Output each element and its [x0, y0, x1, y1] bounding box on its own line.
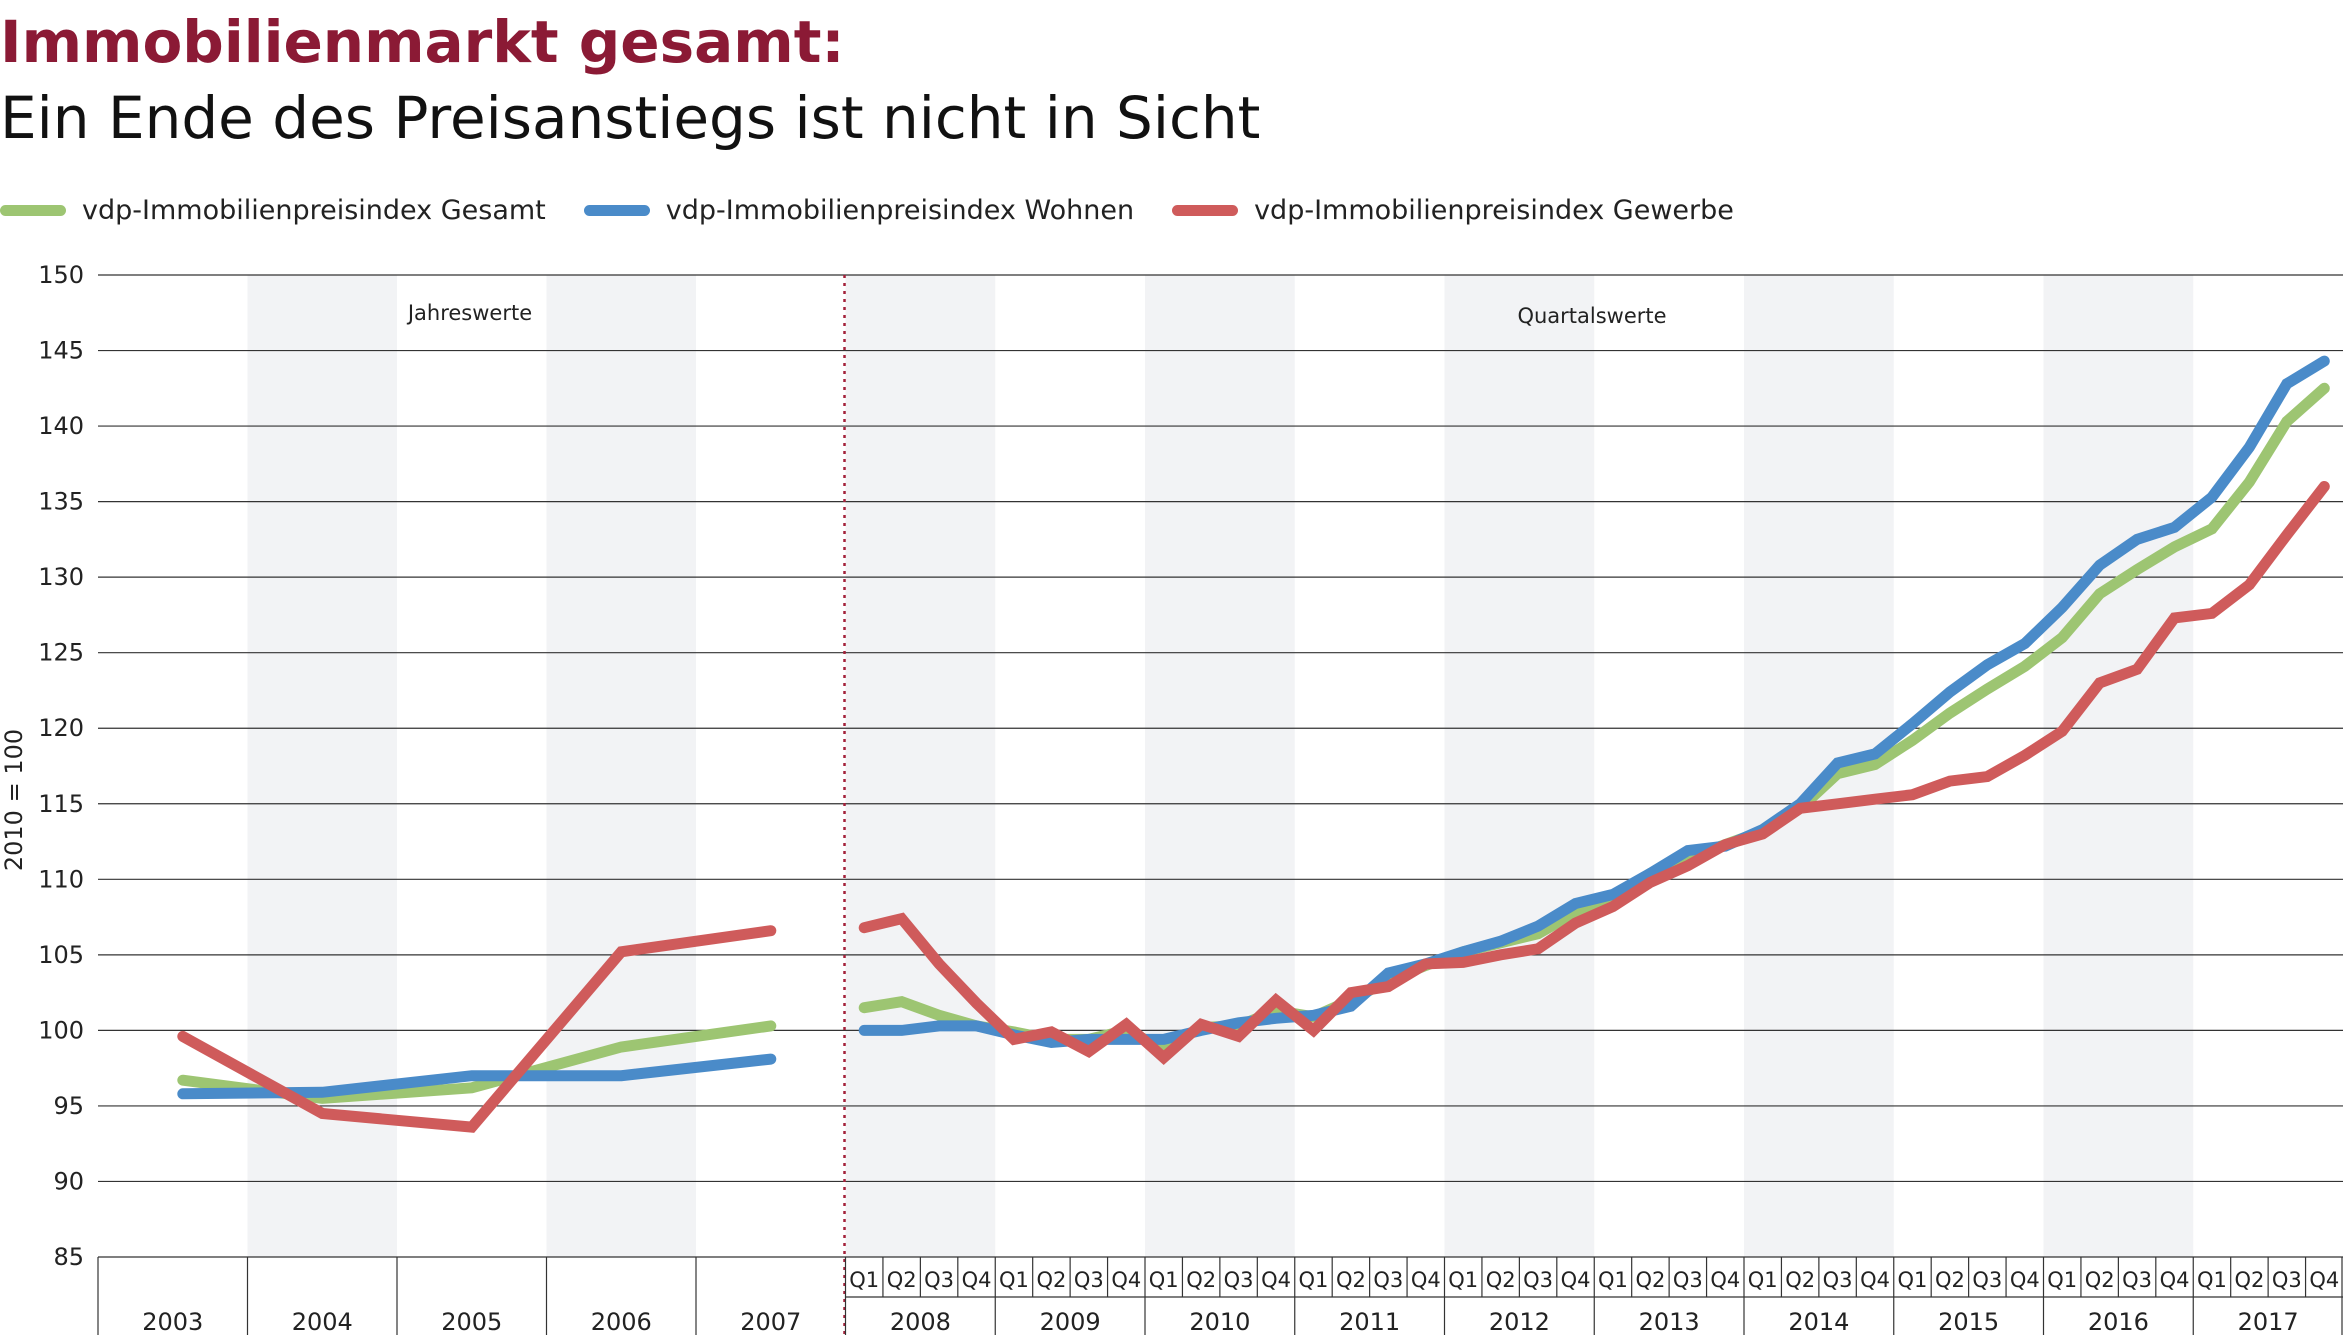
x-year-label: 2013 [1639, 1308, 1700, 1335]
x-quarter-label: Q4 [1261, 1268, 1291, 1292]
chart-title: Immobilienmarkt gesamt: [0, 8, 845, 76]
x-year-label: 2015 [1938, 1308, 1999, 1335]
x-year-label: 2017 [2238, 1308, 2299, 1335]
y-tick-label: 115 [38, 790, 84, 818]
legend-item-gesamt: vdp-Immobilienpreisindex Gesamt [0, 195, 546, 226]
legend-item-gewerbe: vdp-Immobilienpreisindex Gewerbe [1172, 195, 1734, 226]
y-tick-label: 120 [38, 714, 84, 742]
legend-label-gesamt: vdp-Immobilienpreisindex Gesamt [82, 194, 546, 226]
x-quarter-label: Q4 [1561, 1268, 1591, 1292]
x-quarter-label: Q3 [1972, 1268, 2002, 1292]
x-year-label: 2004 [292, 1308, 353, 1335]
chart-subtitle: Ein Ende des Preisanstiegs ist nicht in … [0, 84, 1261, 152]
x-quarter-label: Q1 [1598, 1268, 1628, 1292]
annotation-jahreswerte: Jahreswerte [406, 301, 532, 325]
year-band-2008 [845, 275, 996, 1257]
annotation-quartalswerte: Quartalswerte [1517, 304, 1666, 328]
x-quarter-label: Q2 [1036, 1268, 1066, 1292]
x-quarter-label: Q2 [1785, 1268, 1815, 1292]
y-tick-label: 130 [38, 563, 84, 591]
legend-swatch-wohnen [583, 204, 650, 216]
x-quarter-label: Q3 [1823, 1268, 1853, 1292]
x-quarter-label: Q4 [962, 1268, 992, 1292]
y-tick-label: 140 [38, 412, 84, 440]
x-quarter-label: Q2 [1635, 1268, 1665, 1292]
legend-item-wohnen: vdp-Immobilienpreisindex Wohnen [583, 194, 1135, 226]
y-tick-label: 95 [53, 1092, 84, 1120]
x-quarter-label: Q3 [1373, 1268, 1403, 1292]
x-quarter-label: Q3 [1074, 1268, 1104, 1292]
x-quarter-label: Q2 [1486, 1268, 1516, 1292]
y-tick-label: 105 [38, 941, 84, 969]
x-year-label: 2009 [1040, 1308, 1101, 1335]
x-year-label: 2011 [1339, 1308, 1400, 1335]
x-quarter-label: Q1 [1748, 1268, 1778, 1292]
x-quarter-label: Q3 [2122, 1268, 2152, 1292]
series-line-gewerbe-quarterly [858, 481, 2330, 1065]
y-tick-label: 125 [38, 639, 84, 667]
x-quarter-label: Q3 [2272, 1268, 2302, 1292]
series-line-gewerbe-annual [177, 925, 777, 1133]
x-quarter-label: Q1 [1299, 1268, 1329, 1292]
y-tick-label: 85 [53, 1243, 84, 1271]
y-tick-label: 150 [38, 261, 84, 289]
x-quarter-label: Q1 [1448, 1268, 1478, 1292]
y-tick-label: 135 [38, 488, 84, 516]
x-quarter-label: Q1 [999, 1268, 1029, 1292]
y-tick-label: 100 [38, 1016, 84, 1044]
x-quarter-label: Q1 [1149, 1268, 1179, 1292]
x-quarter-label: Q2 [1935, 1268, 1965, 1292]
x-quarter-label: Q2 [2085, 1268, 2115, 1292]
y-axis-label: 2010 = 100 [0, 729, 28, 871]
year-band-2012 [1444, 275, 1595, 1257]
x-quarter-label: Q3 [1673, 1268, 1703, 1292]
x-quarter-label: Q4 [1111, 1268, 1141, 1292]
x-quarter-label: Q1 [1898, 1268, 1928, 1292]
x-year-label: 2016 [2088, 1308, 2149, 1335]
year-band-2010 [1145, 275, 1295, 1257]
legend-swatch-gewerbe [1172, 204, 1239, 216]
year-band-2016 [2043, 275, 2194, 1257]
x-quarter-label: Q4 [2309, 1268, 2339, 1292]
x-quarter-label: Q4 [1710, 1268, 1740, 1292]
y-tick-label: 90 [53, 1167, 84, 1195]
legend-label-wohnen: vdp-Immobilienpreisindex Wohnen [665, 194, 1135, 226]
x-year-label: 2007 [740, 1308, 801, 1335]
x-quarter-label: Q2 [1336, 1268, 1366, 1292]
x-year-label: 2008 [890, 1308, 951, 1335]
x-year-label: 2012 [1489, 1308, 1550, 1335]
x-quarter-label: Q1 [2197, 1268, 2227, 1292]
y-tick-label: 145 [38, 337, 84, 365]
x-quarter-label: Q4 [1860, 1268, 1890, 1292]
year-band-2006 [546, 275, 696, 1257]
legend-label-gewerbe: vdp-Immobilienpreisindex Gewerbe [1254, 194, 1734, 226]
x-quarter-label: Q4 [1411, 1268, 1441, 1292]
x-quarter-label: Q3 [1224, 1268, 1254, 1292]
legend: vdp-Immobilienpreisindex Gesamt vdp-Immo… [0, 190, 1772, 230]
x-year-label: 2006 [591, 1308, 652, 1335]
legend-swatch-gesamt [0, 204, 66, 216]
x-quarter-label: Q4 [2160, 1268, 2190, 1292]
x-quarter-label: Q2 [887, 1268, 917, 1292]
x-quarter-label: Q3 [1523, 1268, 1553, 1292]
x-quarter-label: Q2 [1186, 1268, 1216, 1292]
x-year-label: 2003 [142, 1308, 203, 1335]
x-quarter-label: Q1 [2047, 1268, 2077, 1292]
x-quarter-label: Q1 [849, 1268, 879, 1292]
x-year-label: 2005 [441, 1308, 502, 1335]
x-quarter-label: Q4 [2010, 1268, 2040, 1292]
x-year-label: 2010 [1189, 1308, 1250, 1335]
x-year-label: 2014 [1788, 1308, 1849, 1335]
x-quarter-label: Q2 [2234, 1268, 2264, 1292]
y-tick-label: 110 [38, 865, 84, 893]
x-quarter-label: Q3 [924, 1268, 954, 1292]
